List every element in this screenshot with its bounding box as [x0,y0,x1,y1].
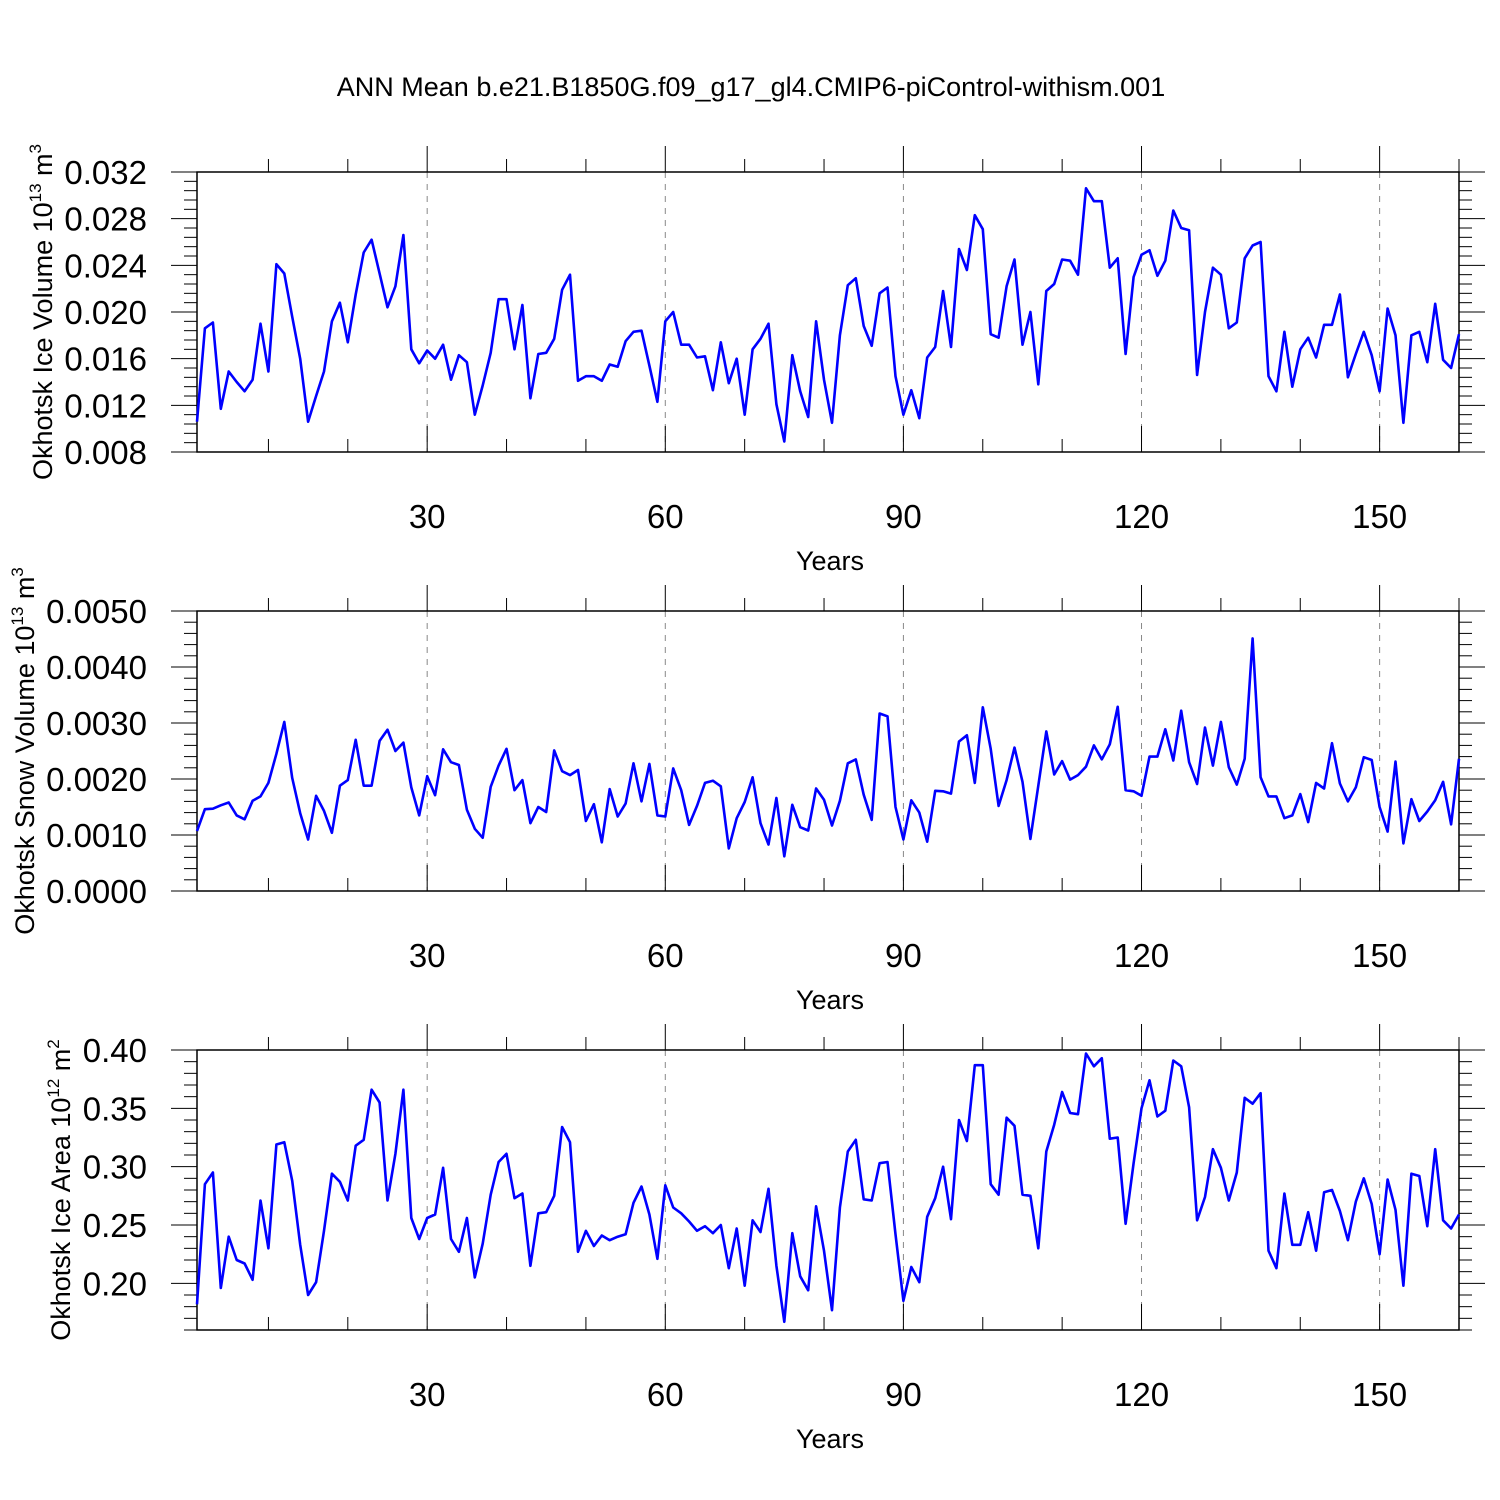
snow-volume-yaxis-label-exp: 13 [8,607,27,626]
ice-volume-xtick-label: 30 [409,498,446,535]
snow-volume-yaxis-label-unit: m [10,577,40,607]
ice-volume-ytick-label: 0.028 [64,201,147,238]
ice-area-yaxis-label-exp: 12 [44,1079,63,1098]
ice-volume-yaxis-label-unit-exp: 3 [26,144,45,153]
ice-area-ytick-label: 0.40 [83,1032,147,1069]
ice-volume-yaxis-label-main: Okhotsk Ice Volume 10 [28,202,58,480]
snow-volume-ytick-label: 0.0050 [46,593,147,630]
ice-volume-ytick-label: 0.016 [64,341,147,378]
panel-snow-volume: 30 60 90 120 150 0.0000 0.0010 0.0020 0.0030 0.00… [8,567,1485,1015]
ice-area-ytick-label: 0.25 [83,1207,147,1244]
ice-volume-ytick-label: 0.032 [64,154,147,191]
snow-volume-series-line [195,637,1461,858]
ice-area-series-line [195,1052,1461,1324]
ice-volume-yaxis-label: Okhotsk Ice Volume 1013 m3 [26,144,58,480]
ice-volume-yaxis-label-unit: m [28,153,58,183]
snow-volume-yaxis-label: Okhotsk Snow Volume 1013 m3 [8,567,40,935]
snow-volume-yaxis-label-main: Okhotsk Snow Volume 10 [10,626,40,935]
snow-volume-plot-frame [196,610,1460,892]
ice-volume-ytick-label: 0.024 [64,247,147,284]
ice-volume-series-line [195,187,1461,443]
ice-volume-yaxis-label-exp: 13 [26,183,45,202]
ice-volume-ytick-label: 0.012 [64,387,147,424]
snow-volume-ytick-label: 0.0040 [46,649,147,686]
ice-volume-xtick-label: 60 [647,498,684,535]
ice-area-yaxis-label-unit: m [46,1049,76,1079]
ice-volume-ytick-label: 0.008 [64,434,147,471]
snow-volume-ytick-label: 0.0030 [46,705,147,742]
ice-volume-xtick-label: 90 [885,498,922,535]
ice-area-xtick-label: 60 [647,1376,684,1413]
snow-volume-xtick-label: 90 [885,937,922,974]
panel-ice-volume: 30 60 90 120 150 0.008 0.012 0.016 0.020 0.024 0.0… [26,144,1485,576]
snow-volume-xaxis-label: Years [796,985,864,1015]
ice-volume-ytick-label: 0.020 [64,294,147,331]
snow-volume-ytick-label: 0.0020 [46,761,147,798]
snow-volume-ytick-label: 0.0010 [46,817,147,854]
ice-area-ytick-label: 0.30 [83,1149,147,1186]
snow-volume-xtick-label: 120 [1114,937,1169,974]
ice-volume-plot-frame [196,171,1460,453]
panel-ice-area: 30 60 90 120 150 0.20 0.25 0.30 0.35 0.40 Years Okh… [44,1024,1485,1454]
ice-volume-xtick-label: 150 [1352,498,1407,535]
ice-area-xtick-label: 90 [885,1376,922,1413]
ice-area-xtick-label: 120 [1114,1376,1169,1413]
ice-area-ytick-label: 0.20 [83,1265,147,1302]
ice-area-ytick-label: 0.35 [83,1090,147,1127]
ice-area-yaxis-label: Okhotsk Ice Area 1012 m2 [44,1039,76,1341]
snow-volume-xtick-label: 30 [409,937,446,974]
chart-title: ANN Mean b.e21.B1850G.f09_g17_gl4.CMIP6-… [337,72,1165,102]
ice-area-xtick-label: 30 [409,1376,446,1413]
ice-area-yaxis-label-main: Okhotsk Ice Area 10 [46,1098,76,1341]
ice-volume-xaxis-label: Years [796,546,864,576]
ice-area-yaxis-label-unit-exp: 2 [44,1039,63,1048]
snow-volume-yaxis-label-unit-exp: 3 [8,567,27,576]
ice-volume-xtick-label: 120 [1114,498,1169,535]
ice-area-xtick-label: 150 [1352,1376,1407,1413]
ice-area-xaxis-label: Years [796,1424,864,1454]
snow-volume-ytick-label: 0.0000 [46,873,147,910]
snow-volume-xtick-label: 60 [647,937,684,974]
ice-area-plot-frame [196,1049,1460,1331]
snow-volume-xtick-label: 150 [1352,937,1407,974]
